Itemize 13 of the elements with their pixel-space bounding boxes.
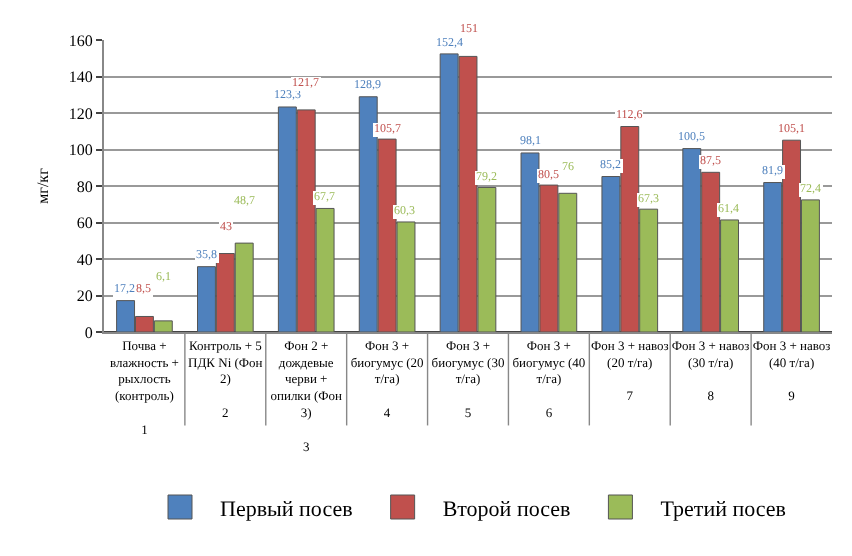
y-tick-label: 120 [68, 104, 93, 123]
y-axis-title: мг/кг [34, 166, 53, 204]
y-tick-label: 140 [68, 68, 93, 87]
legend-label: Первый посев [220, 497, 353, 522]
y-tick-label: 80 [76, 177, 93, 196]
y-tick-label: 20 [76, 287, 93, 306]
legend-label: Второй посев [442, 497, 571, 522]
y-tick-label: 0 [84, 323, 93, 342]
legend-label: Третий посев [660, 497, 786, 522]
y-tick-label: 160 [68, 31, 93, 50]
y-tick-label: 60 [76, 214, 93, 233]
y-tick-label: 40 [76, 250, 93, 269]
y-tick-label: 100 [68, 141, 93, 160]
